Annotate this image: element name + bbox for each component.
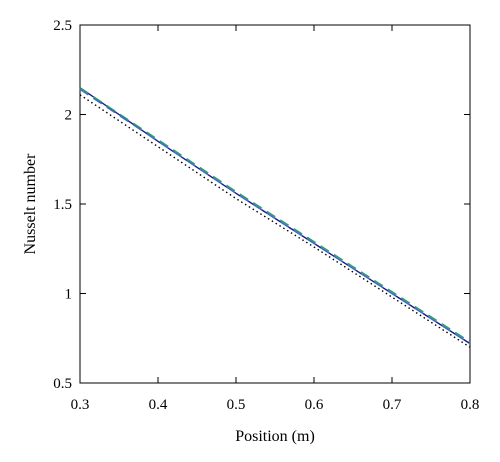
series-line-4 (79, 94, 471, 348)
y-tick-label: 2.5 (53, 18, 72, 34)
x-tick-labels: 0.3 0.4 0.5 0.6 0.7 0.8 (71, 397, 480, 413)
x-tick-label: 0.6 (305, 397, 324, 413)
y-tick-label: 2 (65, 108, 73, 124)
y-tick-label: 1.5 (53, 197, 72, 213)
series-line-3 (79, 88, 471, 345)
y-tick-labels: 0.5 1 1.5 2 2.5 (53, 18, 72, 392)
x-tick-label: 0.3 (71, 397, 90, 413)
x-tick-label: 0.7 (383, 397, 402, 413)
x-tick-label: 0.4 (149, 397, 168, 413)
y-tick-label: 1 (65, 287, 73, 303)
series-lines (79, 87, 471, 348)
plot-frame (79, 24, 471, 384)
axis-ticks (79, 24, 471, 384)
series-line-2 (79, 87, 471, 343)
y-axis-title: Nusselt number (22, 153, 39, 255)
x-axis-title: Position (m) (235, 428, 315, 445)
y-tick-label: 0.5 (53, 376, 72, 392)
x-tick-label: 0.8 (461, 397, 480, 413)
x-tick-label: 0.5 (227, 397, 246, 413)
